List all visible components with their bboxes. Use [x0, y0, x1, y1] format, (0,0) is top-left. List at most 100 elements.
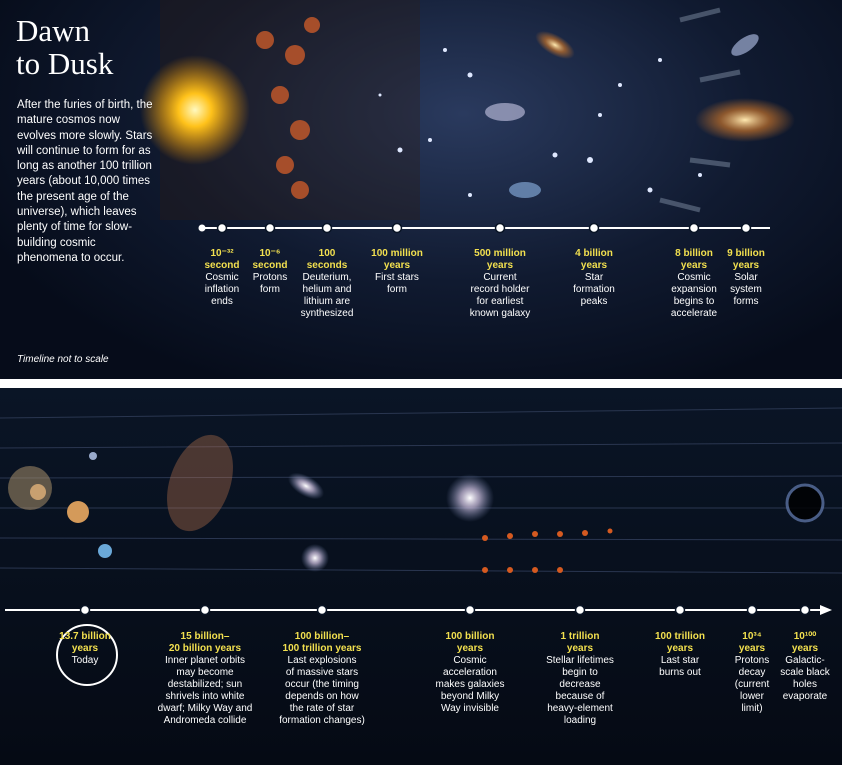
event-description: expansion [671, 284, 717, 295]
event-description: Today [71, 655, 99, 666]
event-description: makes galaxies [435, 679, 505, 690]
top-panel: Dawn to Dusk After the furies of birth, t… [0, 0, 842, 379]
event-description: decrease [559, 679, 601, 690]
event: 100 seconds Deuterium, helium and lithium ar… [267, 248, 387, 320]
timeline-dot [799, 604, 811, 616]
event-description: occur (the timing [285, 679, 359, 690]
event-time: 15 billion– [180, 631, 230, 642]
event: 100 billion years Cosmic acceleration makes … [410, 631, 530, 715]
title-line: to Dusk [16, 46, 114, 81]
event-time: years [383, 260, 411, 271]
timeline-dot [674, 604, 686, 616]
event-description: begins to [673, 296, 715, 307]
event: 15 billion– 20 billion years Inner planet … [145, 631, 265, 727]
top-art [140, 0, 795, 234]
event-description: forms [733, 296, 759, 307]
event-time: years [666, 643, 694, 654]
event-description: peaks [580, 296, 608, 307]
intro: After the furies of birth, the mature co… [17, 99, 153, 264]
event-time: 10³⁴ [742, 631, 762, 642]
today-ring [56, 624, 118, 686]
event-description: beyond Milky [440, 691, 500, 702]
event-time: years [486, 260, 514, 271]
event: 8 billion years Cosmic expansion begins to ac… [634, 248, 754, 320]
event: 13.7 billion years Today [25, 631, 145, 667]
event-description: Solar [734, 272, 758, 283]
event-description: Last star [660, 655, 700, 666]
event-description: record holder [470, 284, 530, 295]
event-description: Cosmic [205, 272, 239, 283]
event-time: 100 [318, 248, 336, 259]
event-description: depends on how [285, 691, 359, 702]
event-description: Inner planet orbits [164, 655, 246, 666]
event: 10¹⁰⁰ years Galactic-scale black holes evapo… [745, 631, 842, 703]
event: 4 billion years Star formation peaks [534, 248, 654, 308]
event-description: formation changes) [279, 715, 365, 726]
note: Timeline not to scale [17, 354, 109, 365]
event-description: the rate of star [289, 703, 355, 714]
event-time: years [732, 260, 760, 271]
event: 100 trillion years Last star burns out [620, 631, 740, 679]
event: 10⁻⁶ second Protons form [210, 248, 330, 296]
bottom-panel [0, 388, 842, 765]
event-time: years [791, 643, 819, 654]
event-time: years [566, 643, 594, 654]
event-time: seconds [306, 260, 348, 271]
timeline-dot [321, 222, 333, 234]
timeline-dot [199, 604, 211, 616]
event-description: Last explosions [287, 655, 357, 666]
event-description: lower [740, 691, 764, 702]
event-time: 1 trillion [560, 631, 600, 642]
event-description: helium and [302, 284, 352, 295]
event-description: ends [211, 296, 233, 307]
event-time: years [456, 643, 484, 654]
event-description: dwarf; Milky Way and [157, 703, 253, 714]
event: 9 billion years Solar system forms [686, 248, 806, 308]
event-description: shrivels into white [165, 691, 245, 702]
event: 100 million years First stars form [337, 248, 457, 296]
event-description: begin to [562, 667, 598, 678]
event-description: for earliest [476, 296, 524, 307]
event-description: known galaxy [469, 308, 531, 319]
timeline-dot [264, 222, 276, 234]
event-description: Star [584, 272, 604, 283]
event-time: 500 million [474, 248, 526, 259]
event-time: 13.7 billion [59, 631, 111, 642]
event-description: inflation [204, 284, 240, 295]
event-description: because of [555, 691, 605, 702]
timeline-dot [391, 222, 403, 234]
event-time: 4 billion [575, 248, 613, 259]
event-description: Way invisible [441, 703, 499, 714]
event-time: 10¹⁰⁰ [793, 631, 817, 642]
timeline-dot [316, 604, 328, 616]
event: 10⁻³² second Cosmic inflation ends [162, 248, 282, 308]
event-time: second [204, 260, 240, 271]
timeline-dot [79, 604, 91, 616]
event-description: Cosmic [453, 655, 487, 666]
event-time: 10⁻⁶ [259, 248, 281, 259]
event-description: Current [483, 272, 517, 283]
event-description: (current [734, 679, 770, 690]
event-description: burns out [659, 667, 701, 678]
event-time: 8 billion [675, 248, 713, 259]
title-line: Dawn [16, 13, 91, 48]
event-description: synthesized [300, 308, 354, 319]
event-description: evaporate [782, 691, 828, 702]
event-description: holes [793, 679, 817, 690]
event-time: 20 billion years [168, 643, 242, 654]
bottom-art [0, 407, 842, 616]
event-description: Andromeda collide [163, 715, 247, 726]
event-time: years [680, 260, 708, 271]
event-description: form [260, 284, 280, 295]
timeline-dot [574, 604, 586, 616]
event: 1 trillion years Stellar lifetimes begin to… [520, 631, 640, 727]
timeline-dot [746, 604, 758, 616]
timeline-dot [494, 222, 506, 234]
event: 100 billion– 100 trillion years Last explo… [262, 631, 382, 727]
event-time: 100 trillion years [282, 643, 362, 654]
event-time: second [252, 260, 288, 271]
event-description: Protons [252, 272, 288, 283]
event-time: 9 billion [727, 248, 765, 259]
event-time: 100 billion– [294, 631, 350, 642]
